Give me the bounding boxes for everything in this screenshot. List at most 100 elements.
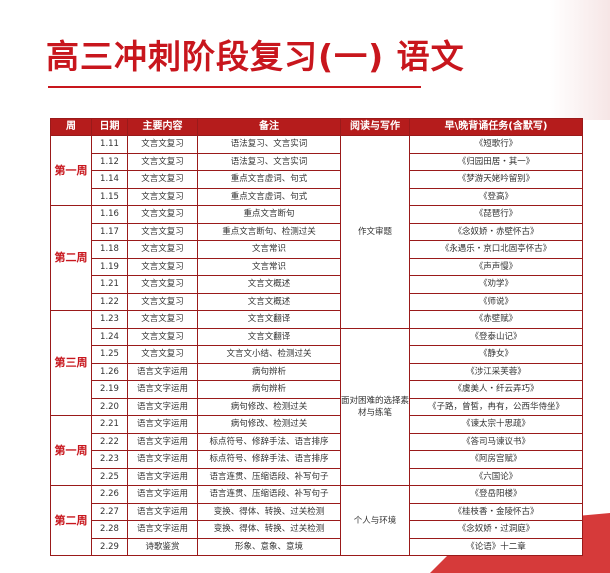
note-cell: 重点文言虚词、句式 bbox=[197, 170, 341, 189]
note-cell: 语法复习、文言实词 bbox=[197, 135, 341, 154]
table-row: 1.25 文言文复习 文言文小结、检测过关 《静女》 bbox=[51, 345, 583, 364]
date-cell: 2.21 bbox=[91, 415, 128, 434]
reading-writing-cell: 个人与环境 bbox=[340, 485, 410, 556]
content-cell: 文言文复习 bbox=[127, 222, 198, 241]
content-cell: 文言文复习 bbox=[127, 240, 198, 259]
recite-cell: 《短歌行》 bbox=[409, 135, 583, 154]
content-cell: 文言文复习 bbox=[127, 205, 198, 224]
recite-cell: 《涉江采芙蓉》 bbox=[409, 362, 583, 381]
note-cell: 病句修改、检测过关 bbox=[197, 397, 341, 416]
week-label: 第二周 bbox=[50, 205, 92, 311]
date-cell: 2.28 bbox=[91, 520, 128, 539]
header-recite: 早\晚背诵任务(含默写) bbox=[409, 118, 583, 136]
recite-cell: 《念奴娇・过洞庭》 bbox=[409, 520, 583, 539]
date-cell: 1.24 bbox=[91, 327, 128, 346]
date-cell: 1.14 bbox=[91, 170, 128, 189]
date-cell: 2.25 bbox=[91, 467, 128, 486]
recite-cell: 《劝学》 bbox=[409, 275, 583, 294]
note-cell: 标点符号、修辞手法、语言排序 bbox=[197, 432, 341, 451]
table-row: 第一周 2.21 语言文字运用 病句修改、检测过关 《谏太宗十思疏》 bbox=[50, 415, 583, 486]
note-cell: 病句辨析 bbox=[197, 380, 341, 399]
recite-cell: 《桂枝香・金陵怀古》 bbox=[409, 502, 583, 521]
note-cell: 语言连贯、压缩语段、补写句子 bbox=[197, 467, 341, 486]
recite-cell: 《永遇乐・京口北固亭怀古》 bbox=[409, 240, 583, 259]
note-cell: 形象、意象、意境 bbox=[197, 537, 341, 556]
table-row: 1.21 文言文复习 文言文概述 《劝学》 bbox=[51, 275, 583, 294]
date-cell: 1.26 bbox=[91, 362, 128, 381]
week-label: 第二周 bbox=[50, 485, 92, 556]
note-cell: 病句辨析 bbox=[197, 362, 341, 381]
date-cell: 1.15 bbox=[91, 187, 128, 206]
date-cell: 2.26 bbox=[91, 485, 128, 504]
content-cell: 文言文复习 bbox=[127, 187, 198, 206]
content-cell: 语言文字运用 bbox=[127, 485, 198, 504]
content-cell: 文言文复习 bbox=[127, 257, 198, 276]
note-cell: 变换、得体、转换、过关检测 bbox=[197, 502, 341, 521]
content-cell: 语言文字运用 bbox=[127, 502, 198, 521]
note-cell: 文言文小结、检测过关 bbox=[197, 345, 341, 364]
content-cell: 语言文字运用 bbox=[127, 397, 198, 416]
table-row: 2.19 语言文字运用 病句辨析 《虞美人・纤云弄巧》 bbox=[51, 380, 583, 399]
content-cell: 文言文复习 bbox=[127, 292, 198, 311]
table-row: 1.15 文言文复习 重点文言虚词、句式 《登高》 bbox=[51, 187, 583, 206]
table-row: 1.22 文言文复习 文言文概述 《师说》 bbox=[51, 292, 583, 311]
note-cell: 文言文概述 bbox=[197, 292, 341, 311]
table-row: 2.20 语言文字运用 病句修改、检测过关 《子路，曾皙，冉有，公西华侍坐》 bbox=[51, 397, 583, 416]
content-cell: 语言文字运用 bbox=[127, 432, 198, 451]
note-cell: 文言常识 bbox=[197, 240, 341, 259]
content-cell: 语言文字运用 bbox=[127, 450, 198, 469]
recite-cell: 《论语》十二章 bbox=[409, 537, 583, 556]
schedule-table: 周 日期 主要内容 备注 阅读与写作 早\晚背诵任务(含默写) 第一周 1.11 文… bbox=[50, 118, 583, 556]
content-cell: 文言文复习 bbox=[127, 275, 198, 294]
recite-cell: 《阿房宫赋》 bbox=[409, 450, 583, 469]
content-cell: 文言文复习 bbox=[127, 327, 198, 346]
recite-cell: 《谏太宗十思疏》 bbox=[409, 415, 583, 434]
table-row: 第二周 1.16 文言文复习 重点文言断句 《琵琶行》 bbox=[50, 205, 583, 311]
content-cell: 文言文复习 bbox=[127, 310, 198, 329]
background-decoration bbox=[550, 0, 610, 120]
table-row: 2.28 语言文字运用 变换、得体、转换、过关检测 《念奴娇・过洞庭》 bbox=[51, 520, 583, 539]
date-cell: 1.17 bbox=[91, 222, 128, 241]
header-week: 周 bbox=[50, 118, 92, 136]
note-cell: 文言文翻译 bbox=[197, 310, 341, 329]
date-cell: 1.19 bbox=[91, 257, 128, 276]
note-cell: 语法复习、文言实词 bbox=[197, 152, 341, 171]
note-cell: 重点文言虚词、句式 bbox=[197, 187, 341, 206]
table-row: 1.17 文言文复习 重点文言断句、检测过关 《念奴娇・赤壁怀古》 bbox=[51, 222, 583, 241]
recite-cell: 《赤壁赋》 bbox=[409, 310, 583, 329]
note-cell: 文言文概述 bbox=[197, 275, 341, 294]
content-cell: 语言文字运用 bbox=[127, 467, 198, 486]
note-cell: 病句修改、检测过关 bbox=[197, 415, 341, 434]
date-cell: 1.22 bbox=[91, 292, 128, 311]
date-cell: 2.19 bbox=[91, 380, 128, 399]
date-cell: 1.25 bbox=[91, 345, 128, 364]
recite-cell: 《六国论》 bbox=[409, 467, 583, 486]
recite-cell: 《登岳阳楼》 bbox=[409, 485, 583, 504]
note-cell: 标点符号、修辞手法、语言排序 bbox=[197, 450, 341, 469]
recite-cell: 《声声慢》 bbox=[409, 257, 583, 276]
recite-cell: 《虞美人・纤云弄巧》 bbox=[409, 380, 583, 399]
header-content: 主要内容 bbox=[127, 118, 198, 136]
header-note: 备注 bbox=[197, 118, 341, 136]
table-row: 第三周 1.23 文言文复习 文言文翻译 《赤壁赋》 bbox=[50, 310, 583, 416]
table-row: 1.26 语言文字运用 病句辨析 《涉江采芙蓉》 bbox=[51, 362, 583, 381]
date-cell: 1.11 bbox=[91, 135, 128, 154]
recite-cell: 《琵琶行》 bbox=[409, 205, 583, 224]
table-row: 1.19 文言文复习 文言常识 《声声慢》 bbox=[51, 257, 583, 276]
note-cell: 变换、得体、转换、过关检测 bbox=[197, 520, 341, 539]
page-title: 高三冲刺阶段复习(一) 语文 bbox=[46, 37, 465, 76]
table-row: 2.29 诗歌鉴赏 形象、意象、意境 《论语》十二章 bbox=[51, 537, 583, 556]
header-reading: 阅读与写作 bbox=[340, 118, 410, 136]
table-row: 1.18 文言文复习 文言常识 《永遇乐・京口北固亭怀古》 bbox=[51, 240, 583, 259]
title-underline bbox=[48, 86, 421, 88]
table-row: 1.12 文言文复习 语法复习、文言实词 《归园田居・其一》 bbox=[51, 152, 583, 171]
content-cell: 文言文复习 bbox=[127, 170, 198, 189]
content-cell: 语言文字运用 bbox=[127, 520, 198, 539]
table-header: 周 日期 主要内容 备注 阅读与写作 早\晚背诵任务(含默写) bbox=[50, 118, 583, 136]
table-row: 1.24 文言文复习 文言文翻译 面对困难的选择素材与练笔 《登泰山记》 bbox=[51, 327, 583, 486]
recite-cell: 《归园田居・其一》 bbox=[409, 152, 583, 171]
week-label: 第一周 bbox=[50, 135, 92, 206]
date-cell: 2.23 bbox=[91, 450, 128, 469]
note-cell: 重点文言断句、检测过关 bbox=[197, 222, 341, 241]
note-cell: 重点文言断句 bbox=[197, 205, 341, 224]
